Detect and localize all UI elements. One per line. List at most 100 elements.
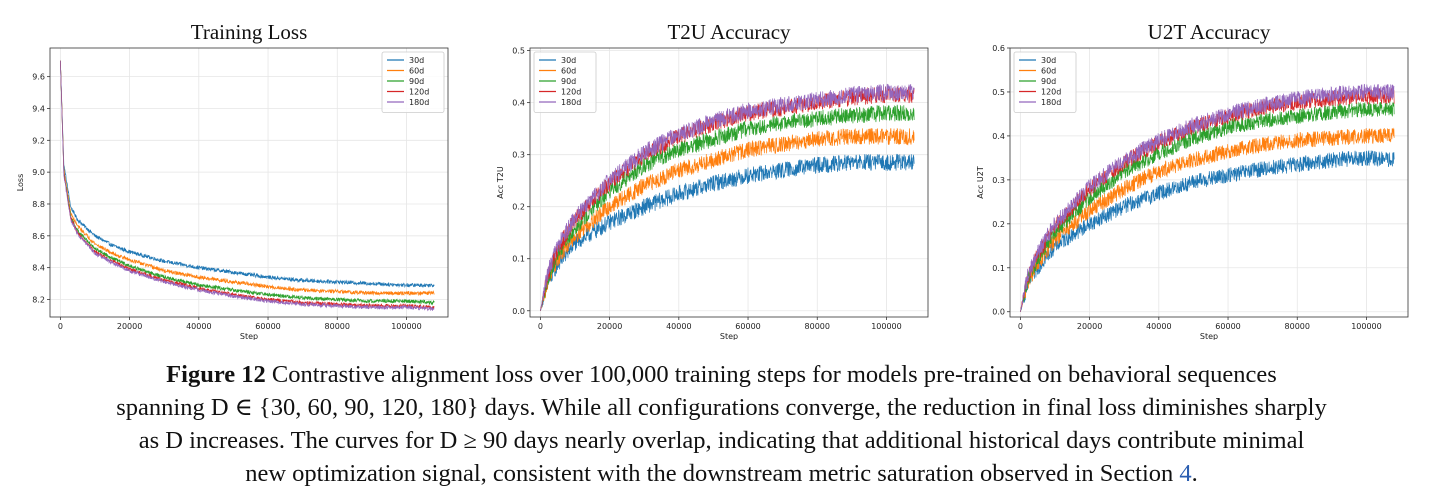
legend-box bbox=[533, 51, 597, 113]
legend-entry-90d: 90d bbox=[1041, 77, 1056, 86]
series-line-30d bbox=[540, 153, 915, 311]
legend-entry-180d: 180d bbox=[561, 98, 581, 107]
y-tick-label: 0.5 bbox=[512, 47, 525, 56]
y-tick-label: 0.0 bbox=[992, 308, 1005, 317]
plot-frame bbox=[49, 47, 449, 318]
series-group bbox=[60, 60, 435, 312]
x-tick-label: 20000 bbox=[597, 322, 622, 331]
training-loss-chart: Training Loss 0 20000 40000 60000 80000 100000… bbox=[16, 20, 449, 340]
y-tick-label: 0.0 bbox=[512, 307, 525, 316]
y-tick-label: 8.8 bbox=[32, 200, 45, 209]
legend-entry-180d: 180d bbox=[1041, 98, 1061, 107]
y-tick-label: 0.5 bbox=[992, 88, 1005, 97]
series-line-60d bbox=[60, 60, 435, 297]
x-tick-label: 20000 bbox=[117, 322, 142, 331]
y-tick-label: 8.2 bbox=[32, 295, 45, 304]
x-tick-label: 100000 bbox=[1351, 322, 1382, 331]
y-tick-label: 9.6 bbox=[32, 73, 45, 82]
x-tick-label: 60000 bbox=[255, 322, 280, 331]
series-line-90d bbox=[1020, 101, 1395, 312]
legend-entry-90d: 90d bbox=[561, 77, 576, 86]
series-line-180d bbox=[540, 83, 915, 311]
t2u-accuracy-chart: T2U Accuracy 0 20000 40000 60000 80000 100000 0… bbox=[496, 20, 929, 340]
caption-text-4: new optimization signal, consistent with… bbox=[245, 460, 1180, 487]
x-tick-label: 20000 bbox=[1077, 322, 1102, 331]
legend-entry-120d: 120d bbox=[409, 88, 429, 97]
x-tick-label: 0 bbox=[538, 322, 543, 331]
series-line-180d bbox=[1020, 83, 1395, 312]
y-tick-label: 0.2 bbox=[512, 203, 525, 212]
legend-box bbox=[1013, 51, 1077, 113]
chart-panel-t2u-accuracy: T2U Accuracy 0 20000 40000 60000 80000 100000 0… bbox=[490, 0, 952, 340]
y-tick-label: 9.4 bbox=[32, 104, 45, 113]
x-tick-label: 60000 bbox=[735, 322, 760, 331]
legend-entry-60d: 60d bbox=[561, 67, 576, 76]
x-tick-label: 40000 bbox=[186, 322, 211, 331]
series-group bbox=[1020, 83, 1395, 312]
caption-line-4: new optimization signal, consistent with… bbox=[8, 457, 1435, 490]
series-line-60d bbox=[1020, 127, 1395, 312]
legend-entry-120d: 120d bbox=[561, 88, 581, 97]
y-tick-label: 0.1 bbox=[512, 255, 525, 264]
section-reference-link[interactable]: 4 bbox=[1179, 460, 1192, 487]
series-line-90d bbox=[540, 104, 915, 311]
legend-box bbox=[381, 51, 445, 113]
legend-entry-30d: 30d bbox=[561, 56, 576, 65]
y-axis-label: Acc T2U bbox=[496, 166, 505, 199]
caption-end: . bbox=[1191, 460, 1198, 487]
legend-entry-60d: 60d bbox=[1041, 67, 1056, 76]
x-tick-label: 0 bbox=[58, 322, 63, 331]
legend-entry-60d: 60d bbox=[409, 67, 424, 76]
y-tick-label: 0.2 bbox=[992, 220, 1005, 229]
x-tick-label: 100000 bbox=[871, 322, 902, 331]
legend-entry-90d: 90d bbox=[409, 77, 424, 86]
legend-entry-30d: 30d bbox=[409, 56, 424, 65]
legend-entry-180d: 180d bbox=[409, 98, 429, 107]
x-tick-label: 60000 bbox=[1215, 322, 1240, 331]
y-tick-label: 9.2 bbox=[32, 136, 45, 145]
series-line-120d bbox=[60, 60, 435, 311]
u2t-accuracy-chart: U2T Accuracy 0 20000 40000 60000 80000 100000 0… bbox=[976, 20, 1409, 340]
figure-caption: Figure 12 Contrastive alignment loss ove… bbox=[8, 358, 1435, 490]
y-tick-label: 0.3 bbox=[512, 151, 525, 160]
y-tick-label: 0.3 bbox=[992, 176, 1005, 185]
chart-title: Training Loss bbox=[191, 20, 308, 44]
y-axis-label: Acc U2T bbox=[976, 166, 985, 199]
y-axis-label: Loss bbox=[16, 174, 25, 192]
x-tick-label: 0 bbox=[1018, 322, 1023, 331]
figure-label: Figure 12 bbox=[166, 361, 266, 388]
y-tick-label: 9.0 bbox=[32, 168, 45, 177]
caption-line-3: as D increases. The curves for D ≥ 90 da… bbox=[138, 427, 1305, 454]
x-tick-label: 100000 bbox=[391, 322, 422, 331]
plot-frame bbox=[1009, 47, 1409, 318]
x-axis-label: Step bbox=[1200, 332, 1218, 340]
series-group bbox=[540, 83, 915, 311]
y-tick-label: 0.4 bbox=[992, 132, 1005, 141]
caption-line-2: spanning D ∈ {30, 60, 90, 120, 180} days… bbox=[116, 394, 1327, 421]
series-line-90d bbox=[60, 60, 435, 306]
chart-title: T2U Accuracy bbox=[667, 20, 791, 44]
x-tick-label: 40000 bbox=[666, 322, 691, 331]
legend-entry-30d: 30d bbox=[1041, 56, 1056, 65]
series-line-30d bbox=[1020, 150, 1395, 312]
y-tick-label: 0.6 bbox=[992, 44, 1005, 53]
x-axis-label: Step bbox=[240, 332, 258, 340]
chart-panel-u2t-accuracy: U2T Accuracy 0 20000 40000 60000 80000 100000 0… bbox=[970, 0, 1432, 340]
chart-panel-training-loss: Training Loss 0 20000 40000 60000 80000 100000… bbox=[10, 0, 472, 340]
chart-title: U2T Accuracy bbox=[1148, 20, 1271, 44]
y-tick-label: 0.1 bbox=[992, 264, 1005, 273]
x-tick-label: 40000 bbox=[1146, 322, 1171, 331]
x-tick-label: 80000 bbox=[325, 322, 350, 331]
legend-entry-120d: 120d bbox=[1041, 88, 1061, 97]
series-line-30d bbox=[60, 60, 435, 289]
plot-frame bbox=[529, 47, 929, 318]
y-tick-label: 8.4 bbox=[32, 264, 45, 273]
series-line-180d bbox=[60, 60, 435, 312]
series-line-60d bbox=[540, 128, 915, 311]
caption-text-1: Contrastive alignment loss over 100,000 … bbox=[271, 361, 1277, 388]
x-tick-label: 80000 bbox=[805, 322, 830, 331]
x-tick-label: 80000 bbox=[1285, 322, 1310, 331]
